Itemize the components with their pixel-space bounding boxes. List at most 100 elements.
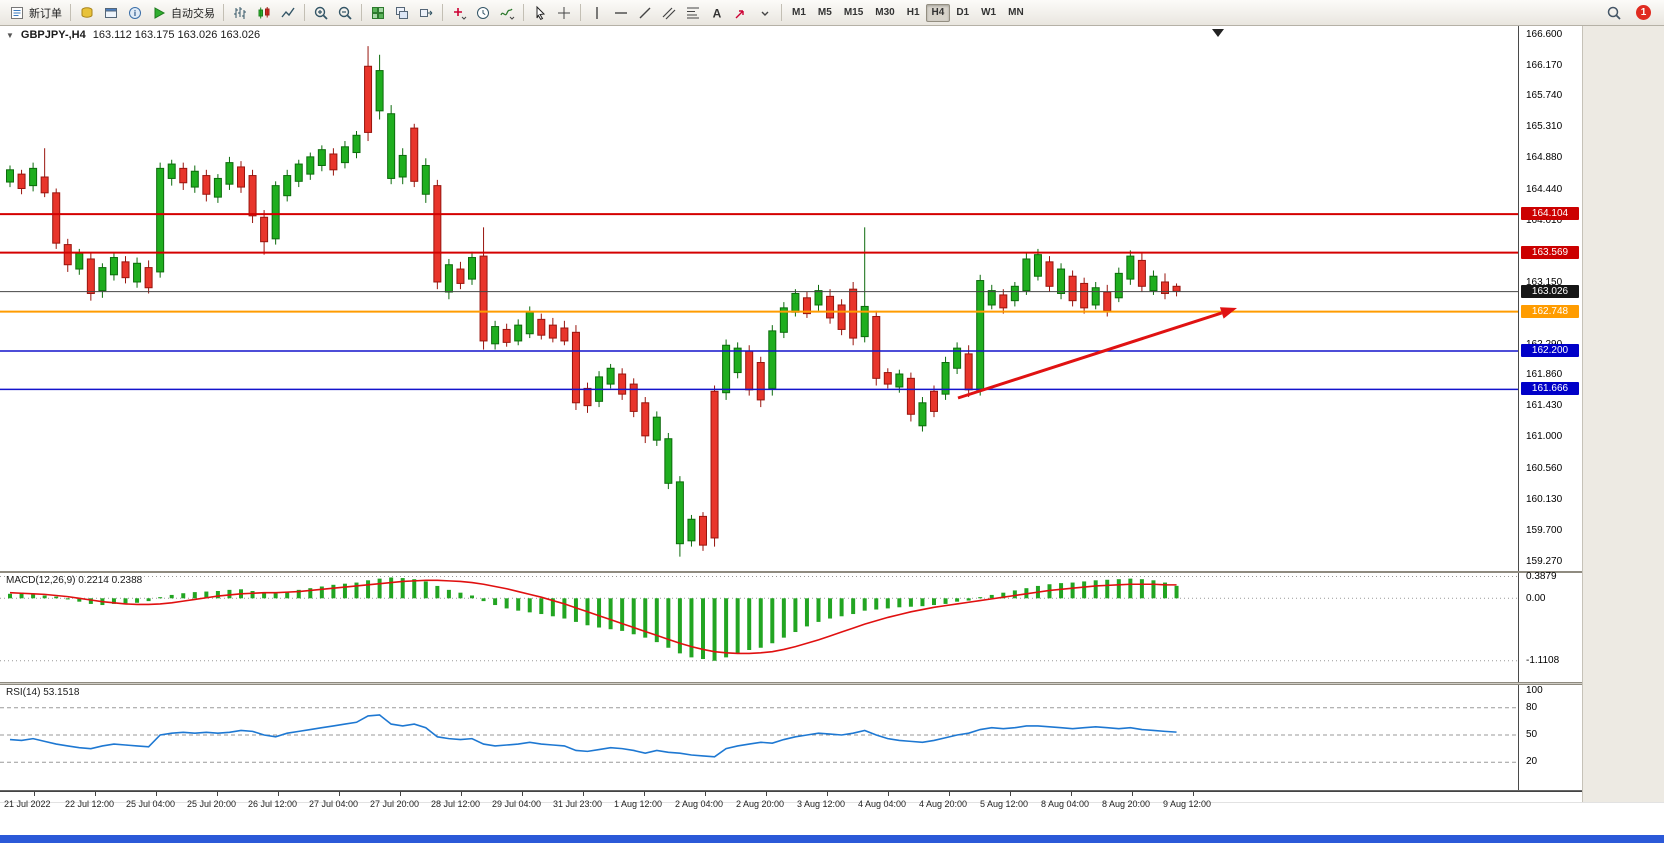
timeframe-h1-button[interactable]: H1 bbox=[906, 7, 920, 18]
price-tick: 161.000 bbox=[1526, 431, 1563, 443]
rsi-canvas[interactable]: RSI(14) 53.1518 bbox=[0, 684, 1518, 790]
time-tick bbox=[766, 791, 767, 796]
line-chart-icon[interactable] bbox=[276, 2, 300, 23]
tile-windows-icon[interactable] bbox=[366, 2, 390, 23]
chart-workspace: ▼ GBPJPY-,H4 163.112 163.175 163.026 163… bbox=[0, 26, 1664, 809]
candlestick-chart-icon[interactable] bbox=[252, 2, 276, 23]
period-icon[interactable] bbox=[471, 2, 495, 23]
time-label: 3 Aug 12:00 bbox=[797, 798, 846, 809]
time-tick bbox=[217, 791, 218, 796]
macd-axis[interactable]: 0.3879 0.00 -1.1108 bbox=[1518, 571, 1582, 683]
horizontal-line-icon[interactable] bbox=[609, 2, 633, 23]
more-tools-icon[interactable] bbox=[753, 2, 777, 23]
timeframe-m15-button[interactable]: M15 bbox=[843, 7, 864, 18]
time-tick bbox=[1010, 791, 1011, 796]
time-tick bbox=[522, 791, 523, 796]
price-axis[interactable]: 166.600 166.170 165.740 165.310 164.880 164.4… bbox=[1518, 26, 1582, 571]
trend-arrow[interactable] bbox=[957, 307, 1237, 400]
rsi-tick: 100 bbox=[1526, 684, 1543, 696]
one-click-trading-icon[interactable]: ▼ bbox=[6, 30, 14, 40]
charts-window-icon[interactable] bbox=[99, 2, 123, 23]
price-chart-canvas[interactable]: ▼ GBPJPY-,H4 163.112 163.175 163.026 163… bbox=[0, 26, 1518, 571]
info-icon[interactable]: i bbox=[123, 2, 147, 23]
crosshair-tool-icon[interactable] bbox=[447, 2, 471, 23]
trendline-icon bbox=[639, 7, 651, 18]
rsi-level-lines bbox=[0, 707, 1518, 763]
bar-chart-icon[interactable] bbox=[228, 2, 252, 23]
time-label: 8 Aug 04:00 bbox=[1041, 798, 1090, 809]
time-label: 21 Jul 2022 bbox=[4, 798, 51, 809]
panel-splitter[interactable] bbox=[0, 789, 1582, 791]
time-tick bbox=[461, 791, 462, 796]
price-tick: 165.310 bbox=[1526, 121, 1563, 133]
deposit-icon bbox=[81, 6, 93, 18]
timeframe-m1-button[interactable]: M1 bbox=[792, 7, 806, 18]
toolbar-separator bbox=[580, 4, 581, 21]
time-tick bbox=[339, 791, 340, 796]
zoom-in-button[interactable] bbox=[309, 2, 333, 23]
price-tick: 166.170 bbox=[1526, 59, 1563, 71]
time-label: 4 Aug 20:00 bbox=[919, 798, 968, 809]
period-icon bbox=[477, 6, 489, 19]
panel-splitter[interactable] bbox=[0, 571, 1582, 574]
support-line-162200-badge: 162.200 bbox=[1521, 344, 1579, 357]
rsi-axis[interactable]: 100 80 50 20 bbox=[1518, 684, 1582, 790]
svg-text:A: A bbox=[713, 6, 722, 20]
trendline-icon[interactable] bbox=[633, 2, 657, 23]
cursor-icon[interactable] bbox=[528, 2, 552, 23]
time-label: 27 Jul 20:00 bbox=[370, 798, 420, 809]
arrows-icon[interactable] bbox=[729, 2, 753, 23]
channel-icon[interactable] bbox=[657, 2, 681, 23]
vertical-line-icon[interactable] bbox=[585, 2, 609, 23]
macd-tick: -1.1108 bbox=[1526, 655, 1560, 667]
info-icon: i bbox=[129, 6, 141, 19]
zoom-out-button[interactable] bbox=[333, 2, 357, 23]
panel-splitter[interactable] bbox=[0, 682, 1582, 685]
timeframe-mn-button[interactable]: MN bbox=[1008, 7, 1024, 18]
toolbar-right-group: 1 bbox=[1602, 2, 1659, 23]
time-label: 29 Jul 04:00 bbox=[492, 798, 542, 809]
macd-panel: MACD(12,26,9) 0.2214 0.2388 0.3879 0.00 -1… bbox=[0, 571, 1582, 683]
candlestick-chart-icon bbox=[258, 6, 270, 18]
chart-header: ▼ GBPJPY-,H4 163.112 163.175 163.026 163… bbox=[6, 29, 260, 41]
crosshair-icon bbox=[558, 6, 570, 19]
timeframe-w1-button[interactable]: W1 bbox=[981, 7, 997, 18]
time-tick bbox=[644, 791, 645, 796]
chart-shift-icon[interactable] bbox=[414, 2, 438, 23]
macd-canvas[interactable]: MACD(12,26,9) 0.2214 0.2388 bbox=[0, 573, 1518, 683]
timeframe-h4-button[interactable]: H4 bbox=[925, 3, 951, 22]
time-tick bbox=[156, 791, 157, 796]
new-order-button[interactable]: 新订单 bbox=[5, 2, 66, 23]
time-axis[interactable]: 21 Jul 2022 22 Jul 12:00 25 Jul 04:00 25 Ju… bbox=[0, 790, 1582, 809]
rsi-svg bbox=[0, 707, 1518, 763]
time-tick bbox=[888, 791, 889, 796]
crosshair-icon[interactable] bbox=[552, 2, 576, 23]
text-icon[interactable]: A bbox=[705, 2, 729, 23]
timeframe-m30-button[interactable]: M30 bbox=[875, 7, 895, 18]
time-tick bbox=[34, 791, 35, 796]
search-icon[interactable] bbox=[1602, 2, 1626, 23]
toolbar-separator bbox=[781, 4, 782, 21]
rsi-tick: 20 bbox=[1526, 756, 1538, 768]
time-tick bbox=[949, 791, 950, 796]
resistance-line-164104-badge: 164.104 bbox=[1521, 207, 1579, 221]
price-tick: 166.600 bbox=[1526, 28, 1563, 40]
rsi-label: RSI(14) 53.1518 bbox=[6, 686, 80, 698]
timeframe-d1-button[interactable]: D1 bbox=[956, 7, 970, 18]
notification-badge[interactable]: 1 bbox=[1636, 5, 1651, 20]
zoom-in-icon bbox=[314, 6, 328, 20]
time-tick bbox=[827, 791, 828, 796]
fibonacci-icon[interactable] bbox=[681, 2, 705, 23]
indicators-icon[interactable] bbox=[495, 2, 519, 23]
horizontal-line-icon bbox=[615, 11, 627, 14]
cascade-windows-icon[interactable] bbox=[390, 2, 414, 23]
price-tick: 164.010 bbox=[1526, 214, 1563, 226]
chart-shift-marker[interactable] bbox=[1212, 29, 1224, 37]
deposit-icon[interactable] bbox=[75, 2, 99, 23]
search-magnifier-icon bbox=[1607, 6, 1621, 20]
price-tick: 160.130 bbox=[1526, 493, 1563, 505]
timeframe-m5-button[interactable]: M5 bbox=[817, 7, 832, 18]
auto-trading-button[interactable]: 自动交易 bbox=[147, 2, 219, 23]
price-tick: 163.150 bbox=[1526, 276, 1563, 288]
